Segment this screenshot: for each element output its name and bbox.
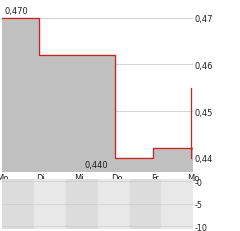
Bar [66,179,98,229]
Text: 0,440: 0,440 [85,161,108,169]
Bar [2,179,34,229]
Bar [130,179,162,229]
Polygon shape [2,18,193,172]
Bar [34,179,66,229]
Text: 0,470: 0,470 [4,7,28,16]
Bar [162,179,193,229]
Bar [98,179,130,229]
